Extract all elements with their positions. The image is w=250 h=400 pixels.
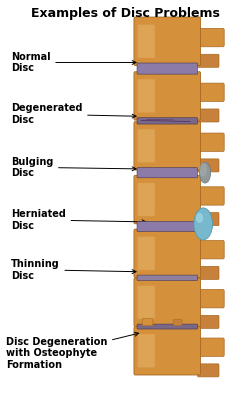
FancyBboxPatch shape [198,54,219,67]
FancyBboxPatch shape [134,327,200,375]
Ellipse shape [194,208,212,240]
FancyBboxPatch shape [198,364,219,377]
FancyBboxPatch shape [197,83,224,102]
Text: Herniated
Disc: Herniated Disc [11,209,146,231]
FancyBboxPatch shape [138,286,155,319]
FancyBboxPatch shape [137,275,198,280]
FancyBboxPatch shape [173,320,182,326]
Text: Disc Degeneration
with Osteophyte
Formation: Disc Degeneration with Osteophyte Format… [6,332,139,370]
FancyBboxPatch shape [138,129,155,162]
FancyBboxPatch shape [198,159,219,172]
FancyBboxPatch shape [198,266,219,279]
Text: Degenerated
Disc: Degenerated Disc [11,104,136,125]
Ellipse shape [199,162,207,176]
FancyBboxPatch shape [134,175,200,224]
FancyBboxPatch shape [138,25,155,58]
Text: Bulging
Disc: Bulging Disc [11,156,136,178]
FancyBboxPatch shape [137,324,198,329]
FancyBboxPatch shape [197,133,224,151]
Ellipse shape [196,213,203,223]
FancyBboxPatch shape [137,63,198,74]
Text: Thinning
Disc: Thinning Disc [11,259,136,280]
FancyBboxPatch shape [134,72,200,120]
FancyBboxPatch shape [138,334,155,368]
FancyBboxPatch shape [198,315,219,328]
FancyBboxPatch shape [197,187,224,205]
FancyBboxPatch shape [137,118,198,124]
FancyBboxPatch shape [197,290,224,308]
FancyBboxPatch shape [134,122,200,170]
Ellipse shape [200,162,211,183]
FancyBboxPatch shape [137,168,198,178]
FancyBboxPatch shape [138,183,155,216]
FancyBboxPatch shape [138,237,155,270]
FancyBboxPatch shape [134,17,200,66]
FancyBboxPatch shape [138,79,155,112]
FancyBboxPatch shape [142,319,153,326]
FancyBboxPatch shape [197,338,224,356]
FancyBboxPatch shape [197,28,224,47]
Text: Examples of Disc Problems: Examples of Disc Problems [30,7,220,20]
FancyBboxPatch shape [198,109,219,122]
FancyBboxPatch shape [198,213,219,226]
FancyBboxPatch shape [137,221,198,232]
Text: Normal
Disc: Normal Disc [11,52,136,73]
FancyBboxPatch shape [134,229,200,278]
FancyBboxPatch shape [134,278,200,326]
FancyBboxPatch shape [197,240,224,259]
